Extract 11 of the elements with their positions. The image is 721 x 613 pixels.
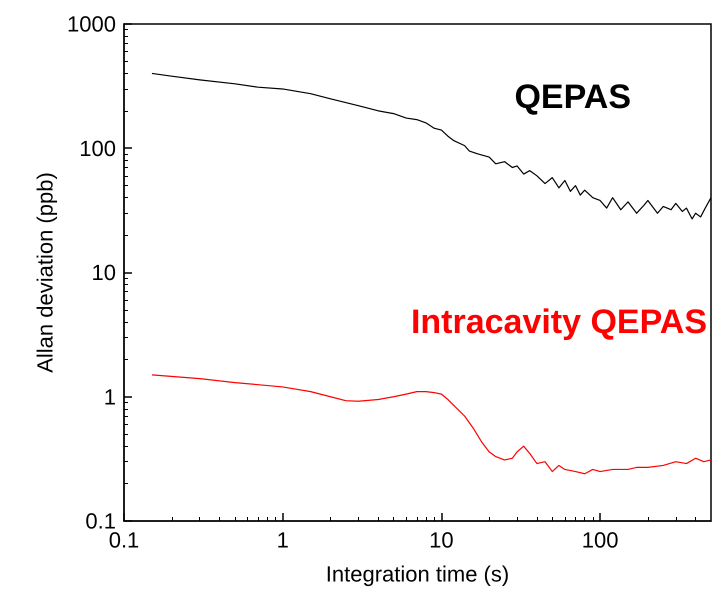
x-tick-label: 100 (582, 528, 618, 552)
y-axis-title: Allan deviation (ppb) (32, 172, 58, 373)
series-label: QEPAS (514, 78, 632, 116)
y-tick-label: 100 (79, 136, 116, 161)
y-tick-label: 10 (92, 260, 116, 285)
x-axis-title: Integration time (s) (326, 562, 510, 586)
x-tick-label: 10 (429, 528, 454, 552)
y-tick-label: 1 (104, 384, 116, 410)
series-label: Intracavity QEPAS (410, 303, 708, 341)
y-tick-label: 1000 (67, 12, 116, 36)
x-tick-label: 1 (276, 528, 289, 552)
